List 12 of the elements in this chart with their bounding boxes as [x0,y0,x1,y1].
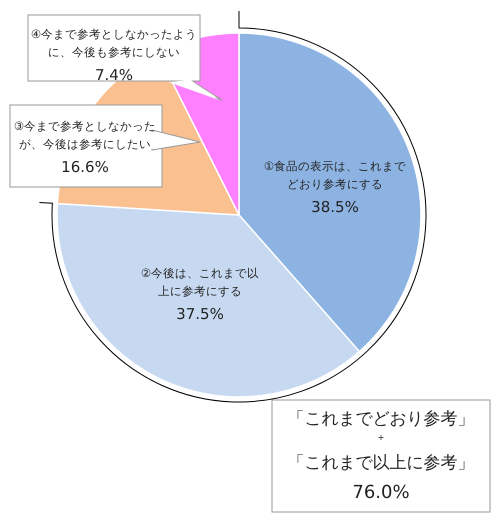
text: 76.0% [352,482,410,503]
slice-label: ④今まで参考としなかったように、今後も参考にしない [30,27,198,59]
data-label: 37.5% [176,305,224,323]
slice-label: ③今まで参考としなかったが、今後は参考にしたい [14,119,156,151]
data-label: 7.4% [94,66,134,84]
data-label: 38.5% [311,198,359,216]
slice-label: ②今後は、これまで以上に参考にする [140,266,260,298]
text: 「これまで以上に参考」 [288,453,474,473]
text: 「これまでどおり参考」 [288,409,474,429]
text: + [378,433,384,442]
data-label: 16.6% [61,158,109,176]
slice-label: ①食品の表示は、これまでどおり参考にする [264,159,408,191]
